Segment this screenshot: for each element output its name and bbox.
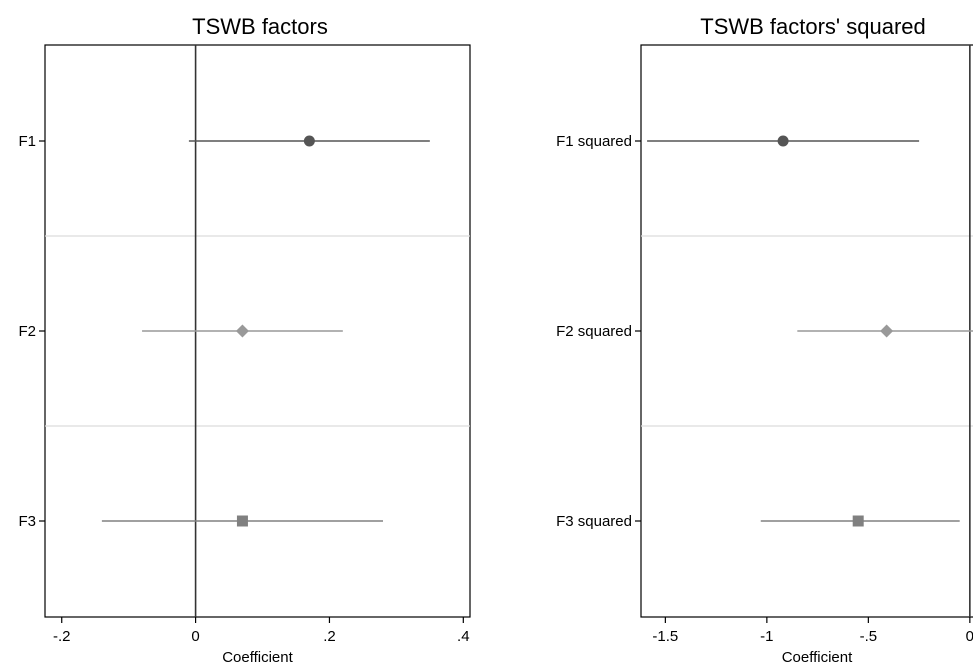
chart-panel-1: TSWB factors -.2 0 .2 .4 Coefficient F1 F2 F3	[18, 14, 471, 666]
chart-panel-2: TSWB factors' squared -1.5 -1 -.5 0 Coefficie…	[556, 14, 973, 666]
row-label: F1 squared	[556, 133, 632, 150]
point-estimate-square	[852, 515, 864, 527]
point-estimate-diamond	[880, 324, 894, 338]
point-estimate-diamond	[235, 324, 249, 338]
x-tick-label: 0	[966, 628, 973, 645]
x-tick-label: .4	[457, 628, 470, 645]
chart-title: TSWB factors' squared	[700, 14, 926, 39]
x-tick-label: .2	[323, 628, 336, 645]
x-tick-label: -1.5	[652, 628, 678, 645]
point-estimate-square	[236, 515, 248, 527]
x-axis-label: Coefficient	[222, 649, 293, 666]
point-estimate-circle	[777, 135, 789, 147]
row-label: F1	[18, 133, 36, 150]
x-tick-label: -.2	[53, 628, 71, 645]
row-label: F2	[18, 323, 36, 340]
row-label: F3 squared	[556, 513, 632, 530]
x-axis-label: Coefficient	[782, 649, 853, 666]
x-tick-label: -1	[760, 628, 773, 645]
row-label: F2 squared	[556, 323, 632, 340]
chart-title: TSWB factors	[192, 14, 328, 39]
x-tick-label: -.5	[860, 628, 878, 645]
x-tick-label: 0	[191, 628, 199, 645]
point-estimate-circle	[303, 135, 315, 147]
row-label: F3	[18, 513, 36, 530]
